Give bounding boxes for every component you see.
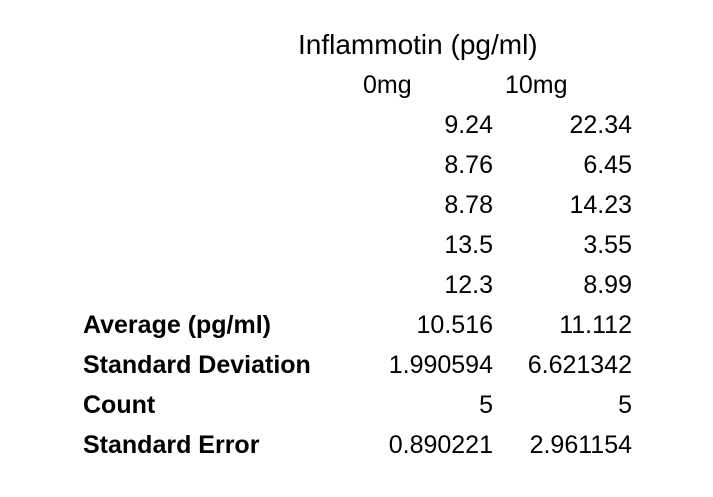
stat-value-0mg: 10.516 [416,311,493,339]
value-cell-10mg: 14.23 [569,191,632,219]
title-row: Inflammotin (pg/ml) [83,25,638,65]
empty-cell [83,105,353,145]
stat-label-standard-error: Standard Error [83,431,260,459]
stat-label-count: Count [83,391,156,419]
table-row: 13.5 3.55 [83,225,638,265]
table-title: Inflammotin (pg/ml) [298,29,538,60]
value-cell-0mg: 8.78 [444,191,493,219]
data-table: Inflammotin (pg/ml) 0mg 10mg 9.24 22.34 … [83,25,638,465]
value-cell-0mg: 12.3 [444,271,493,299]
value-cell-10mg: 22.34 [569,111,632,139]
stat-value-10mg: 6.621342 [527,351,632,379]
stat-value-10mg: 5 [618,391,632,419]
value-cell-0mg: 8.76 [444,151,493,179]
value-cell-10mg: 8.99 [583,271,632,299]
stat-value-0mg: 1.990594 [388,351,493,379]
empty-cell [83,225,353,265]
table-row-count: Count 5 5 [83,385,638,425]
stat-value-10mg: 2.961154 [529,431,632,459]
stat-value-0mg: 0.890221 [388,431,493,459]
empty-cell [83,265,353,305]
table-row-standard-deviation: Standard Deviation 1.990594 6.621342 [83,345,638,385]
stat-value-0mg: 5 [479,391,493,419]
column-header-0mg: 0mg [363,71,412,99]
stat-label-standard-deviation: Standard Deviation [83,351,311,379]
empty-cell [83,185,353,225]
value-cell-0mg: 13.5 [444,231,493,259]
empty-cell [83,145,353,185]
table-row: 8.78 14.23 [83,185,638,225]
value-cell-10mg: 3.55 [583,231,632,259]
table-row-average: Average (pg/ml) 10.516 11.112 [83,305,638,345]
header-row: 0mg 10mg [83,65,638,105]
table-row: 12.3 8.99 [83,265,638,305]
table-row: 9.24 22.34 [83,105,638,145]
stat-label-average: Average (pg/ml) [83,311,272,339]
column-header-10mg: 10mg [505,71,568,99]
value-cell-0mg: 9.24 [444,111,493,139]
empty-cell [83,65,353,105]
table-row: 8.76 6.45 [83,145,638,185]
stat-value-10mg: 11.112 [559,311,632,339]
table-row-standard-error: Standard Error 0.890221 2.961154 [83,425,638,465]
value-cell-10mg: 6.45 [583,151,632,179]
